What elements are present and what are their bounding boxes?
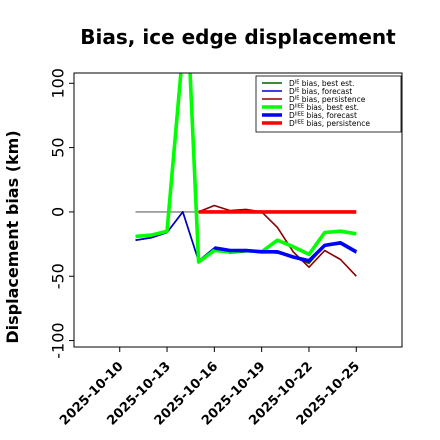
x-axis: 2025-10-102025-10-132025-10-162025-10-19…: [57, 347, 363, 429]
legend-label: DIIEE bias, persistence: [289, 119, 370, 128]
series-layer: [135, 73, 358, 277]
y-axis: -100 -50 0 50 100: [49, 68, 74, 359]
legend-label: DIIEE bias, forecast: [289, 111, 357, 120]
y-axis-label: Displacement bias (km): [3, 130, 22, 343]
y-tick-label: 0: [49, 207, 68, 217]
y-tick-label: -100: [49, 322, 68, 358]
legend-label: DIIEE bias, best est.: [289, 103, 359, 112]
series-line-5: [214, 241, 358, 263]
series-line-3: [198, 204, 357, 277]
y-tick-label: 50: [49, 137, 68, 157]
legend-label: DIE bias, forecast: [289, 87, 352, 96]
legend-label: DIE bias, best est.: [289, 79, 354, 88]
y-tick-label: -50: [49, 263, 68, 289]
legend: DIE bias, best est.DIE bias, forecastDIE…: [255, 75, 402, 133]
y-tick-label: 100: [49, 68, 68, 99]
chart-title: Bias, ice edge displacement: [80, 25, 396, 49]
legend-label: DIE bias, persistence: [289, 95, 366, 104]
plot-frame: [73, 72, 403, 348]
